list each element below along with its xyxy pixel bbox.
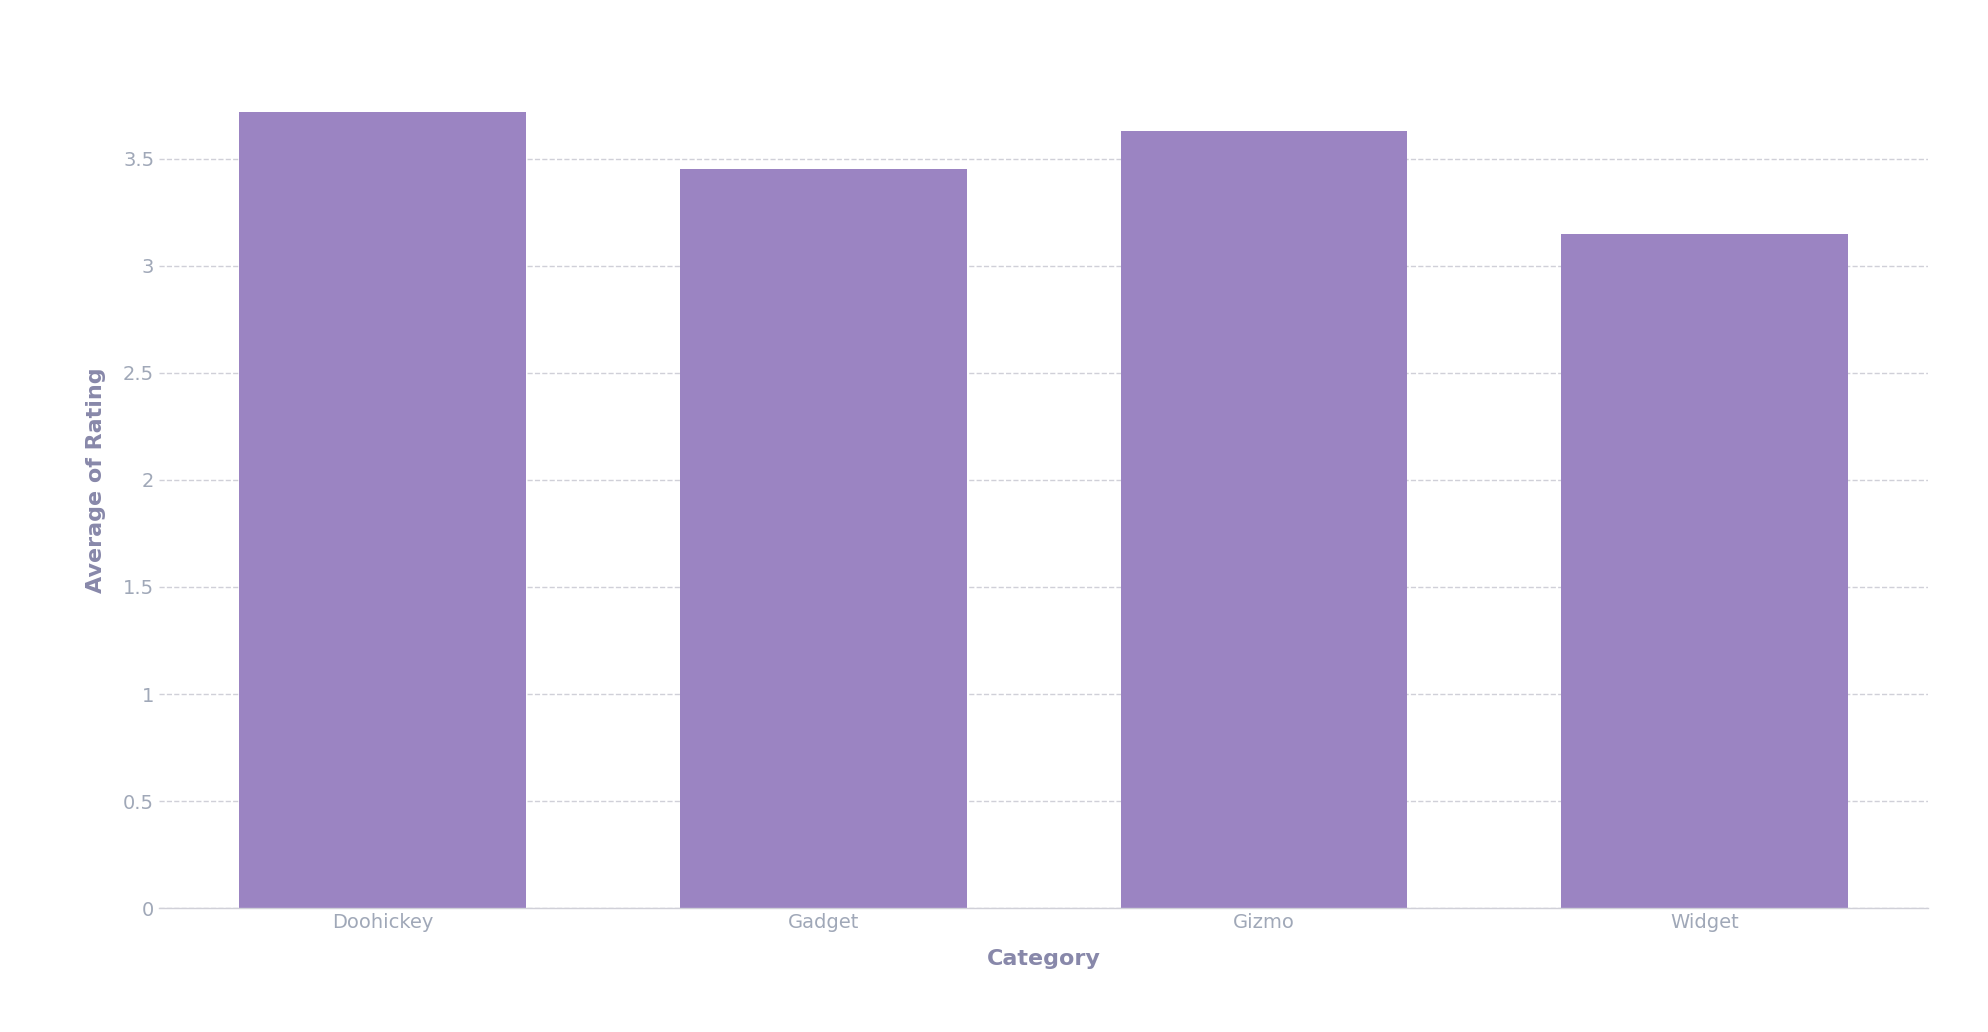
Y-axis label: Average of Rating: Average of Rating [85, 367, 107, 592]
Bar [1121, 131, 1408, 908]
Bar [1561, 233, 1849, 908]
X-axis label: Category: Category [986, 948, 1101, 969]
Bar [239, 111, 527, 908]
Bar [680, 169, 966, 908]
